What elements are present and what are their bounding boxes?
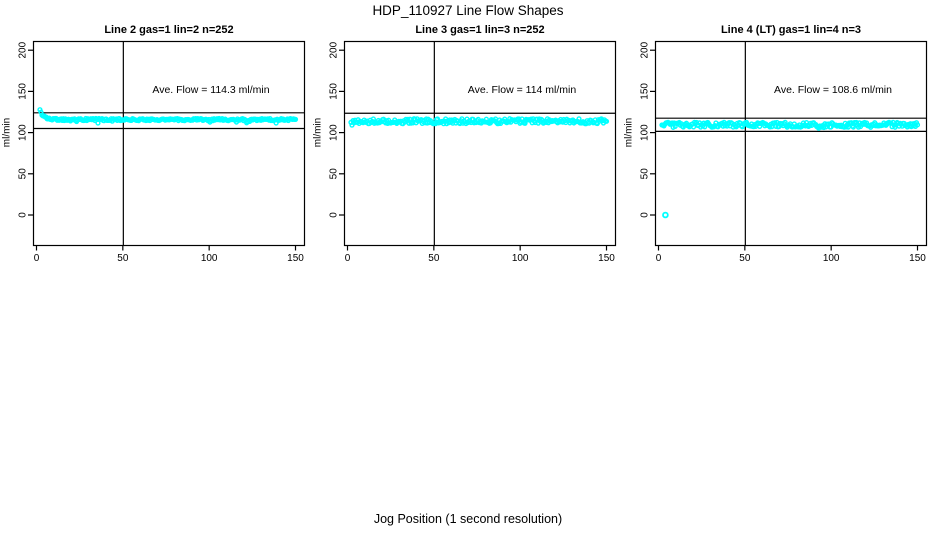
y-tick-label: 50 bbox=[329, 168, 340, 180]
y-tick-label: 150 bbox=[329, 83, 340, 100]
plot-area-line2: 0 50 100 150 200 0 50 100 150 bbox=[18, 40, 306, 264]
x-tick-label: 150 bbox=[909, 253, 926, 264]
plot-area-line4: 0 50 100 150 200 0 50 100 150 bbox=[640, 40, 928, 264]
y-tick-label: 0 bbox=[18, 212, 29, 218]
plot-box bbox=[32, 40, 306, 247]
y-tick-label: 150 bbox=[640, 83, 651, 100]
x-tick-label: 150 bbox=[287, 253, 304, 264]
x-tick-label: 50 bbox=[739, 253, 751, 264]
outer-x-axis-label: Jog Position (1 second resolution) bbox=[373, 512, 563, 526]
y-tick-label: 0 bbox=[640, 212, 651, 218]
x-tick-label: 100 bbox=[512, 253, 529, 264]
scatter-point bbox=[95, 120, 101, 126]
outlier-point bbox=[662, 211, 669, 219]
y-tick-label: 100 bbox=[18, 124, 29, 141]
x-tick-label: 150 bbox=[598, 253, 615, 264]
y-axis-label-panel2: ml/min bbox=[312, 117, 324, 148]
scatter-series bbox=[37, 107, 299, 126]
x-tick-label: 50 bbox=[117, 253, 129, 264]
ave-flow-annotation-line3: Ave. Flow = 114 ml/min bbox=[467, 84, 577, 96]
scatter-point bbox=[292, 116, 299, 122]
scatter-point bbox=[767, 124, 773, 130]
panel-title-line3: Line 3 gas=1 lin=3 n=252 bbox=[415, 24, 545, 36]
plot-area-line3: 0 50 100 150 200 0 50 100 150 bbox=[329, 40, 617, 264]
y-tick-label: 200 bbox=[329, 41, 340, 58]
y-axis-label-panel1: ml/min bbox=[1, 117, 13, 148]
y-tick-label: 0 bbox=[329, 212, 340, 218]
panel-title-line4: Line 4 (LT) gas=1 lin=4 n=3 bbox=[720, 24, 862, 36]
y-tick-label: 200 bbox=[18, 41, 29, 58]
panel-title-line2: Line 2 gas=1 lin=2 n=252 bbox=[104, 24, 234, 36]
plot-box bbox=[654, 40, 928, 247]
x-tick-label: 0 bbox=[656, 253, 662, 264]
x-tick-label: 50 bbox=[428, 253, 440, 264]
y-tick-label: 50 bbox=[18, 168, 29, 180]
x-tick-label: 100 bbox=[201, 253, 218, 264]
scatter-series bbox=[348, 116, 610, 128]
y-tick-label: 50 bbox=[640, 168, 651, 180]
scatter-series bbox=[659, 119, 921, 219]
y-tick-label: 100 bbox=[640, 124, 651, 141]
y-tick-label: 200 bbox=[640, 41, 651, 58]
plot-box bbox=[343, 40, 617, 247]
ave-flow-annotation-line2: Ave. Flow = 114.3 ml/min bbox=[152, 84, 270, 96]
scatter-point bbox=[576, 116, 582, 122]
x-tick-label: 0 bbox=[345, 253, 351, 264]
scatter-point bbox=[850, 124, 856, 130]
y-tick-label: 150 bbox=[18, 83, 29, 100]
y-tick-label: 100 bbox=[329, 124, 340, 141]
scatter-point bbox=[603, 118, 610, 124]
scatter-point bbox=[914, 122, 921, 128]
x-tick-label: 100 bbox=[823, 253, 840, 264]
main-title: HDP_110927 Line Flow Shapes bbox=[372, 3, 564, 18]
x-tick-label: 0 bbox=[34, 253, 40, 264]
y-axis-label-panel3: ml/min bbox=[623, 117, 635, 148]
ave-flow-annotation-line4: Ave. Flow = 108.6 ml/min bbox=[774, 84, 892, 96]
